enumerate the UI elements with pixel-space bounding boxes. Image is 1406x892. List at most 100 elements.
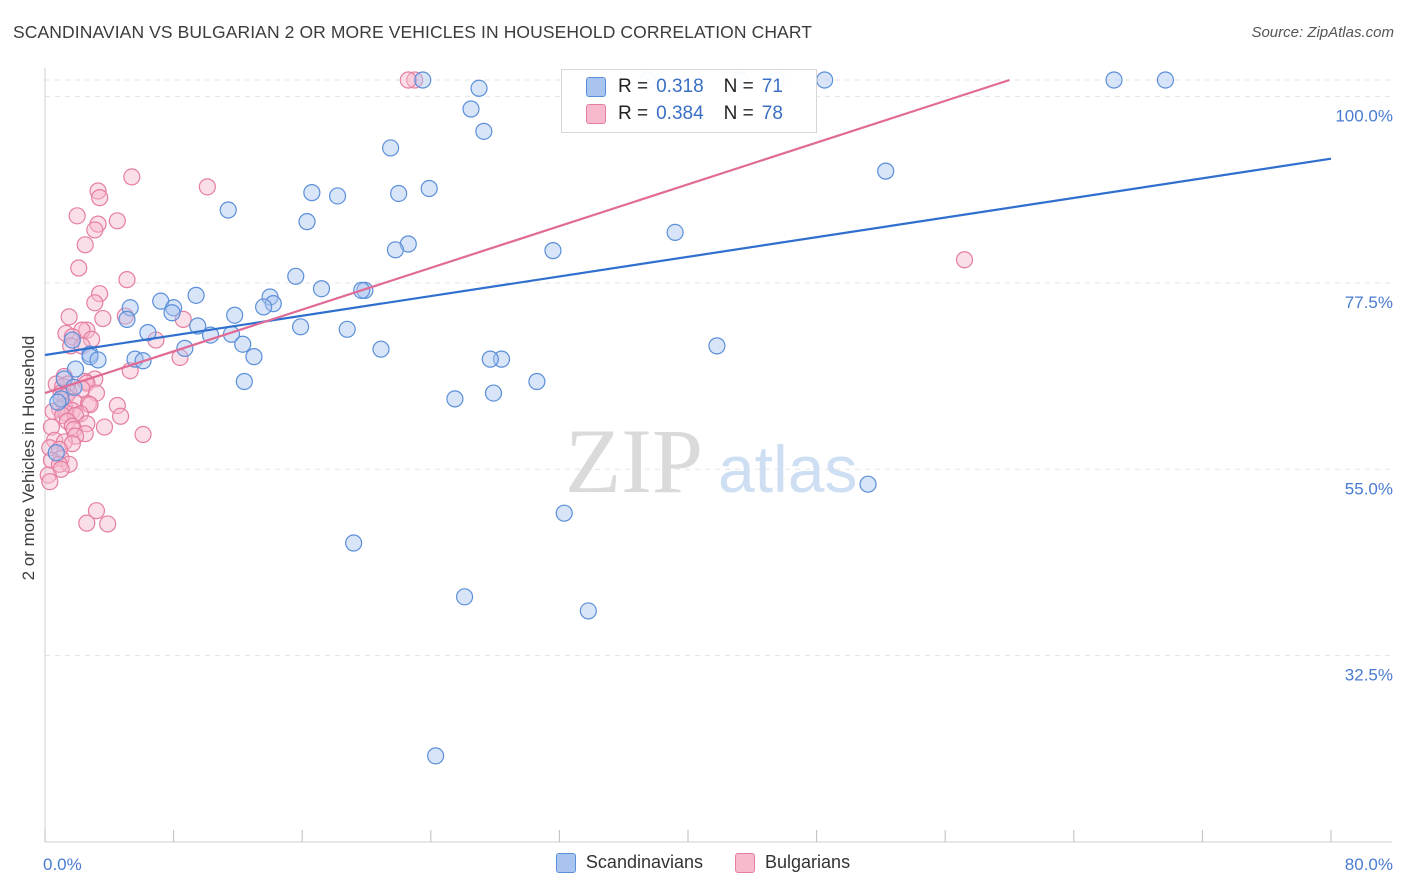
point-bulgarians xyxy=(108,212,126,230)
point-scandinavians xyxy=(89,351,107,369)
y-tick-label: 32.5% xyxy=(1345,666,1393,685)
point-scandinavians xyxy=(470,79,488,97)
x-tick-label: 0.0% xyxy=(43,855,82,874)
point-scandinavians xyxy=(666,223,684,241)
point-scandinavians xyxy=(386,241,405,259)
point-scandinavians xyxy=(66,360,85,378)
point-scandinavians xyxy=(708,337,726,355)
legend-swatch-bulgarians xyxy=(586,104,606,124)
point-scandinavians xyxy=(163,304,181,322)
point-scandinavians xyxy=(328,187,347,205)
point-scandinavians xyxy=(118,310,136,328)
point-scandinavians xyxy=(414,71,432,89)
x-tick-labels: 0.0% 80.0% xyxy=(43,855,1393,874)
watermark: ZIP atlas xyxy=(565,410,857,512)
point-bulgarians xyxy=(399,71,417,89)
point-scandinavians xyxy=(455,588,474,606)
point-scandinavians xyxy=(475,122,493,140)
point-bulgarians xyxy=(111,407,130,425)
y-tick-label: 77.5% xyxy=(1345,293,1393,312)
point-scandinavians xyxy=(298,213,316,231)
point-scandinavians xyxy=(1156,71,1175,89)
legend-label-scandinavians: Scandinavians xyxy=(585,852,704,872)
data-points xyxy=(39,71,1175,765)
point-scandinavians xyxy=(187,286,205,304)
legend-item-bulgarians[interactable]: Bulgarians xyxy=(735,852,850,873)
point-scandinavians xyxy=(555,504,573,522)
source-label: Source: ZipAtlas.com xyxy=(1251,24,1394,41)
point-scandinavians xyxy=(52,390,70,408)
y-tick-label: 100.0% xyxy=(1335,107,1393,126)
point-scandinavians xyxy=(481,350,499,368)
point-bulgarians xyxy=(99,515,117,533)
legend-n-value: 71 xyxy=(761,76,783,97)
point-scandinavians xyxy=(372,340,390,358)
point-scandinavians xyxy=(579,602,597,620)
legend-r-label: R = xyxy=(618,76,649,97)
gridlines xyxy=(45,79,1392,657)
point-bulgarians xyxy=(89,182,107,200)
legend-swatch-bulgarians xyxy=(735,852,756,873)
point-scandinavians xyxy=(235,372,253,391)
point-bulgarians xyxy=(78,514,96,532)
point-bulgarians xyxy=(86,294,104,312)
series-legend: Scandinavians Bulgarians xyxy=(0,852,1406,873)
point-bulgarians xyxy=(60,308,78,326)
watermark-atlas: atlas xyxy=(718,432,857,506)
point-scandinavians xyxy=(219,201,237,219)
legend-box: R = 0.318 N = 71 R = 0.384 N = 78 xyxy=(561,69,817,133)
legend-swatch-scandinavians xyxy=(555,852,576,873)
legend-swatch-scandinavians xyxy=(586,77,606,97)
point-bulgarians xyxy=(95,418,114,436)
point-bulgarians xyxy=(94,309,112,328)
point-scandinavians xyxy=(255,298,273,316)
legend-item-scandinavians[interactable]: Scandinavians xyxy=(555,852,704,873)
point-scandinavians xyxy=(382,139,400,157)
point-scandinavians xyxy=(312,280,331,298)
point-scandinavians xyxy=(245,348,263,366)
point-bulgarians xyxy=(91,189,109,207)
point-scandinavians xyxy=(234,335,252,353)
point-scandinavians xyxy=(287,267,305,285)
point-scandinavians xyxy=(427,747,445,765)
trendline-bulgarians xyxy=(44,78,1010,395)
legend-n-label: N = xyxy=(723,76,754,97)
point-bulgarians xyxy=(955,251,974,269)
point-scandinavians xyxy=(47,444,65,462)
point-bulgarians xyxy=(41,473,59,491)
legend-r-value: 0.384 xyxy=(656,103,704,124)
x-tick-label: 80.0% xyxy=(1345,855,1393,874)
point-bulgarians xyxy=(91,285,109,303)
legend-n-value: 78 xyxy=(761,103,783,124)
point-scandinavians xyxy=(859,475,877,493)
point-scandinavians xyxy=(544,242,562,260)
point-bulgarians xyxy=(134,425,152,444)
trend-lines xyxy=(44,78,1332,395)
point-scandinavians xyxy=(877,162,895,180)
point-bulgarians xyxy=(70,259,88,277)
legend-row-scandinavians: R = 0.318 N = 71 xyxy=(586,73,783,101)
point-bulgarians xyxy=(198,178,216,196)
y-tick-labels: 32.5% 55.0% 77.5% 100.0% xyxy=(1335,107,1393,685)
point-bulgarians xyxy=(42,418,61,436)
point-scandinavians xyxy=(528,372,546,391)
point-scandinavians xyxy=(484,384,503,402)
legend-row-bulgarians: R = 0.384 N = 78 xyxy=(586,100,783,128)
y-tick-label: 55.0% xyxy=(1345,479,1393,498)
legend-r-label: R = xyxy=(618,103,649,124)
point-scandinavians xyxy=(420,179,438,198)
point-bulgarians xyxy=(86,221,104,239)
legend-label-bulgarians: Bulgarians xyxy=(765,852,851,872)
point-scandinavians xyxy=(390,184,408,203)
legend-r-value: 0.318 xyxy=(656,76,704,97)
point-scandinavians xyxy=(816,71,834,89)
point-bulgarians xyxy=(39,466,57,484)
point-scandinavians xyxy=(446,390,464,408)
point-scandinavians xyxy=(291,318,310,336)
chart-title: SCANDINAVIAN VS BULGARIAN 2 OR MORE VEHI… xyxy=(13,22,813,42)
point-bulgarians xyxy=(68,207,86,225)
point-scandinavians xyxy=(139,324,157,342)
point-bulgarians xyxy=(78,321,96,339)
point-scandinavians xyxy=(462,100,480,118)
